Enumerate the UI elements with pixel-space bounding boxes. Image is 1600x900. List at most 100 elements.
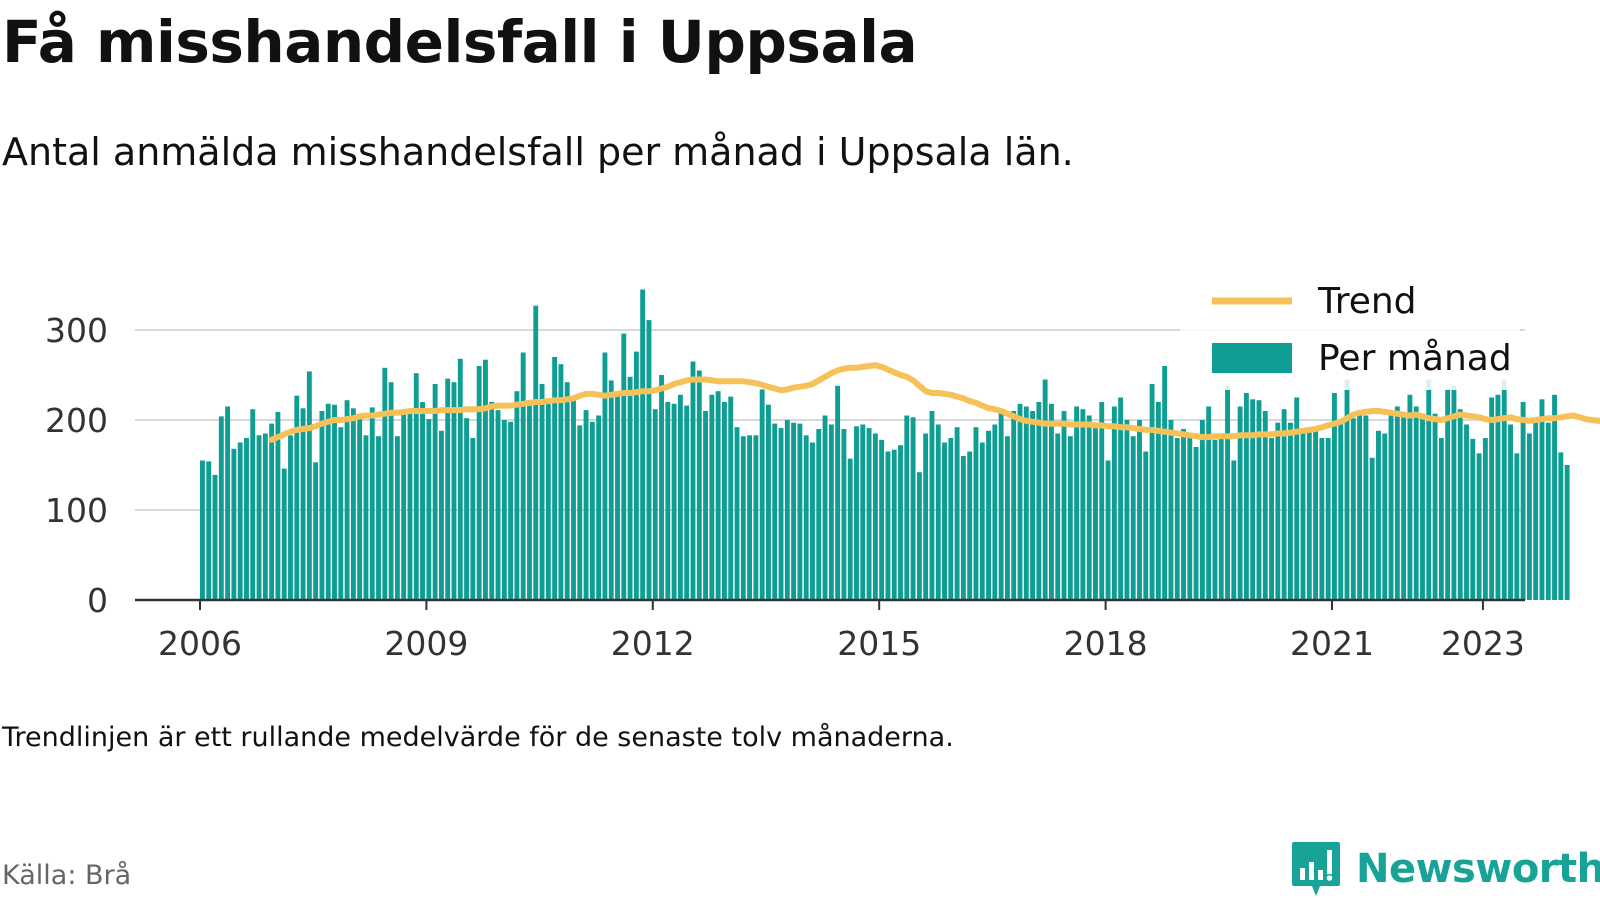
bar bbox=[1420, 413, 1425, 600]
bar bbox=[1174, 438, 1180, 600]
bar bbox=[1162, 366, 1168, 600]
bar bbox=[929, 411, 935, 600]
bar bbox=[1155, 402, 1161, 600]
bar bbox=[816, 429, 822, 600]
bar bbox=[923, 433, 929, 600]
bar bbox=[476, 366, 482, 600]
bar bbox=[803, 435, 809, 600]
x-tick-label: 2006 bbox=[158, 624, 242, 663]
bar bbox=[835, 385, 841, 600]
bar bbox=[1143, 451, 1149, 600]
bar bbox=[1376, 430, 1381, 600]
bar bbox=[715, 391, 721, 600]
bar bbox=[470, 438, 476, 600]
bar bbox=[413, 373, 419, 600]
x-tick-label: 2023 bbox=[1441, 624, 1525, 663]
bar bbox=[1325, 438, 1331, 600]
bar bbox=[640, 289, 646, 600]
bar bbox=[407, 410, 413, 600]
bar bbox=[1382, 433, 1388, 600]
bar bbox=[1338, 420, 1344, 600]
bar bbox=[967, 451, 973, 600]
bar bbox=[388, 382, 394, 600]
bar bbox=[1099, 402, 1105, 600]
bar bbox=[564, 382, 570, 600]
bar bbox=[300, 408, 306, 600]
bar bbox=[1426, 379, 1432, 600]
bar bbox=[935, 424, 941, 600]
bar bbox=[948, 438, 954, 600]
bar bbox=[753, 435, 759, 600]
bar bbox=[218, 416, 224, 600]
bar bbox=[1030, 411, 1036, 600]
bar bbox=[1564, 465, 1570, 600]
axes: 0 100 200 300 2006 2009 2012 2015 2018 2021 2023 bbox=[45, 311, 1525, 663]
bar bbox=[275, 411, 281, 600]
bar bbox=[841, 429, 847, 600]
bar bbox=[1313, 430, 1319, 600]
bar bbox=[344, 400, 350, 600]
bar bbox=[1061, 411, 1067, 600]
chart-footnote: Trendlinjen är ett rullande medelvärde f… bbox=[2, 722, 954, 753]
bar bbox=[225, 406, 231, 600]
bar bbox=[998, 409, 1004, 600]
bar bbox=[1130, 436, 1136, 600]
newsworthy-logo-icon bbox=[1292, 842, 1340, 896]
bar bbox=[872, 433, 878, 600]
bar bbox=[1332, 393, 1337, 600]
bar bbox=[483, 359, 488, 600]
bar bbox=[1344, 379, 1350, 600]
bar bbox=[1413, 406, 1419, 600]
bar bbox=[420, 402, 425, 600]
bar bbox=[728, 396, 734, 600]
bar bbox=[1181, 429, 1186, 600]
bar bbox=[376, 436, 381, 600]
bar bbox=[350, 408, 356, 600]
bar bbox=[294, 395, 300, 600]
bar bbox=[527, 402, 532, 600]
newsworthy-brand[interactable]: Newsworthy bbox=[1290, 840, 1600, 898]
bar bbox=[684, 405, 690, 600]
y-tick-label: 300 bbox=[45, 311, 108, 350]
bar bbox=[898, 445, 903, 600]
bar bbox=[1520, 402, 1526, 600]
bar bbox=[1363, 415, 1369, 600]
bar bbox=[1237, 406, 1243, 600]
bar bbox=[1457, 409, 1463, 600]
bar bbox=[659, 375, 664, 600]
bar bbox=[206, 461, 212, 600]
x-tick-label: 2009 bbox=[384, 624, 468, 663]
bar bbox=[1168, 420, 1174, 600]
bar bbox=[784, 420, 790, 600]
brand-name: Newsworthy bbox=[1356, 846, 1600, 892]
bar bbox=[1275, 422, 1281, 600]
bar bbox=[1086, 415, 1092, 600]
bar bbox=[1470, 438, 1476, 600]
bar bbox=[885, 451, 891, 600]
bar bbox=[262, 433, 268, 600]
bar bbox=[960, 456, 966, 600]
bar bbox=[1080, 409, 1086, 600]
bar bbox=[313, 462, 319, 600]
trend-line-group bbox=[268, 362, 1600, 443]
bar bbox=[306, 371, 312, 600]
bar bbox=[1137, 420, 1142, 600]
bar bbox=[646, 320, 652, 600]
bar bbox=[1552, 394, 1557, 600]
bar bbox=[810, 442, 815, 600]
bar bbox=[734, 427, 740, 600]
bar bbox=[1055, 433, 1061, 600]
bar bbox=[1401, 413, 1407, 600]
bar bbox=[1508, 424, 1513, 600]
bar bbox=[866, 428, 872, 600]
bar bbox=[703, 411, 708, 600]
bar bbox=[910, 417, 916, 600]
bar bbox=[665, 402, 671, 600]
bar bbox=[1212, 439, 1218, 600]
bar bbox=[256, 435, 262, 600]
bar bbox=[797, 423, 803, 600]
bar bbox=[1262, 411, 1268, 600]
bar bbox=[1514, 453, 1520, 600]
source-label: Källa: Brå bbox=[2, 860, 132, 891]
monthly-bars bbox=[200, 289, 1570, 600]
